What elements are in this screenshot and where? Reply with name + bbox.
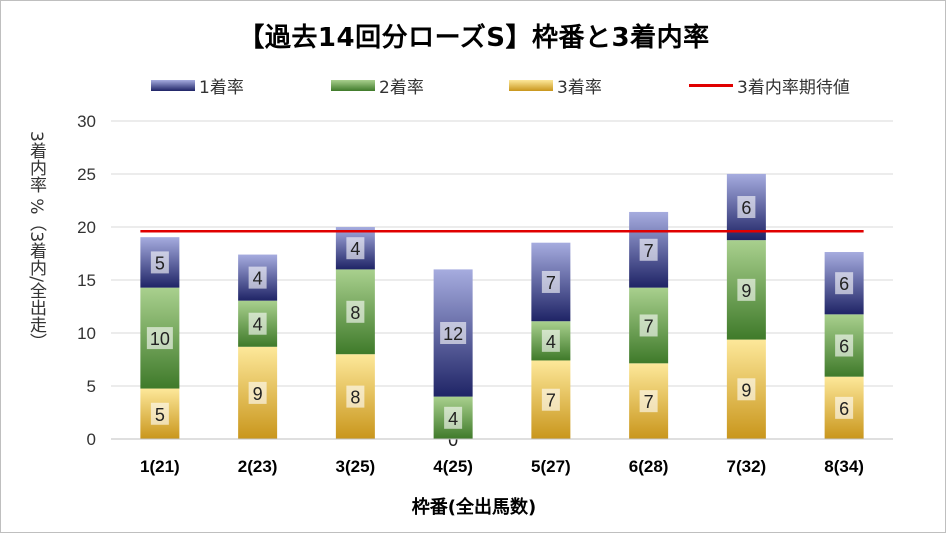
legend-swatch-3rd — [509, 80, 553, 91]
legend-item-3rd: 3着率 — [509, 73, 602, 98]
chart-title: 【過去14回分ローズS】枠番と3着内率 — [238, 23, 710, 53]
data-label-bg-0-5 — [541, 388, 560, 411]
data-label-bg-2-2 — [248, 266, 267, 289]
data-label-bg-1-5 — [541, 329, 560, 352]
y-tick-label-20: 20 — [77, 218, 96, 237]
data-label-3rd-6: 7 — [644, 392, 654, 412]
data-label-3rd-2: 9 — [253, 384, 263, 404]
legend-swatch-1st — [151, 80, 195, 91]
data-label-bg-2-6 — [639, 238, 658, 261]
y-tick-label-10: 10 — [77, 324, 96, 343]
x-tick-label-6: 6(28) — [629, 457, 669, 476]
x-tick-label-5: 5(27) — [531, 457, 571, 476]
y-axis-title: 3着内率 %（3着内/全出走） — [26, 131, 46, 350]
data-label-2nd-2: 4 — [253, 315, 263, 335]
data-label-2nd-5: 4 — [546, 332, 556, 352]
data-label-3rd-1: 5 — [155, 405, 165, 425]
x-tick-label-8: 8(34) — [824, 457, 864, 476]
legend-item-2nd: 2着率 — [331, 73, 424, 98]
data-label-bg-1-7 — [737, 278, 756, 301]
data-label-2nd-3: 8 — [350, 303, 360, 323]
legend-item-1st: 1着率 — [151, 73, 244, 98]
legend-item-expected: 3着内率期待値 — [689, 73, 850, 98]
data-label-3rd-3: 8 — [350, 388, 360, 408]
data-label-2nd-7: 9 — [741, 281, 751, 301]
data-label-1st-2: 4 — [253, 269, 263, 289]
data-label-bg-0-6 — [639, 390, 658, 413]
data-label-2nd-6: 7 — [644, 316, 654, 336]
data-label-3rd-7: 9 — [741, 380, 751, 400]
data-label-1st-6: 7 — [644, 241, 654, 261]
legend-swatch-2nd — [331, 80, 375, 91]
data-label-1st-4: 12 — [443, 324, 463, 344]
data-label-bg-1-4 — [444, 406, 463, 429]
data-label-bg-0-7 — [737, 378, 756, 401]
y-tick-label-5: 5 — [87, 377, 96, 396]
data-label-bg-0-8 — [835, 396, 854, 419]
y-tick-label-15: 15 — [77, 271, 96, 290]
data-label-bg-2-8 — [835, 272, 854, 295]
y-tick-label-0: 0 — [87, 430, 96, 449]
data-label-1st-3: 4 — [350, 239, 360, 259]
x-tick-label-7: 7(32) — [727, 457, 767, 476]
data-label-bg-2-5 — [541, 270, 560, 293]
data-label-bg-0-3 — [346, 385, 365, 408]
data-label-bg-1-8 — [835, 334, 854, 357]
data-label-bg-0-2 — [248, 381, 267, 404]
data-label-1st-7: 6 — [741, 198, 751, 218]
x-axis-title: 枠番(全出馬数) — [411, 497, 537, 518]
data-label-bg-0-1 — [150, 402, 169, 425]
data-label-1st-8: 6 — [839, 274, 849, 294]
legend-label-3rd: 3着率 — [557, 78, 602, 98]
data-label-1st-5: 7 — [546, 273, 556, 293]
x-tick-label-3: 3(25) — [336, 457, 376, 476]
data-label-bg-2-4 — [440, 322, 467, 344]
y-tick-label-30: 30 — [77, 112, 96, 131]
data-label-bg-1-3 — [346, 300, 365, 323]
legend-swatch-expected — [689, 84, 733, 87]
y-tick-label-25: 25 — [77, 165, 96, 184]
data-label-bg-2-7 — [737, 196, 756, 219]
data-label-bg-1-2 — [248, 312, 267, 335]
data-label-bg-1-6 — [639, 314, 658, 337]
data-label-bg-2-3 — [346, 237, 365, 260]
x-tick-label-4: 4(25) — [433, 457, 473, 476]
legend-label-1st: 1着率 — [199, 78, 244, 98]
data-label-2nd-4: 4 — [448, 409, 458, 429]
data-label-1st-1: 5 — [155, 253, 165, 273]
data-label-3rd-8: 6 — [839, 399, 849, 419]
data-label-3rd-4: 0 — [448, 430, 458, 450]
data-label-bg-1-1 — [146, 327, 173, 350]
data-label-2nd-1: 10 — [150, 329, 170, 349]
legend-label-expected: 3着内率期待値 — [737, 78, 850, 98]
data-label-bg-2-1 — [150, 251, 169, 274]
data-label-2nd-8: 6 — [839, 337, 849, 357]
data-label-3rd-5: 7 — [546, 391, 556, 411]
legend-label-2nd: 2着率 — [379, 78, 424, 98]
x-tick-label-2: 2(23) — [238, 457, 278, 476]
x-tick-label-1: 1(21) — [140, 457, 180, 476]
